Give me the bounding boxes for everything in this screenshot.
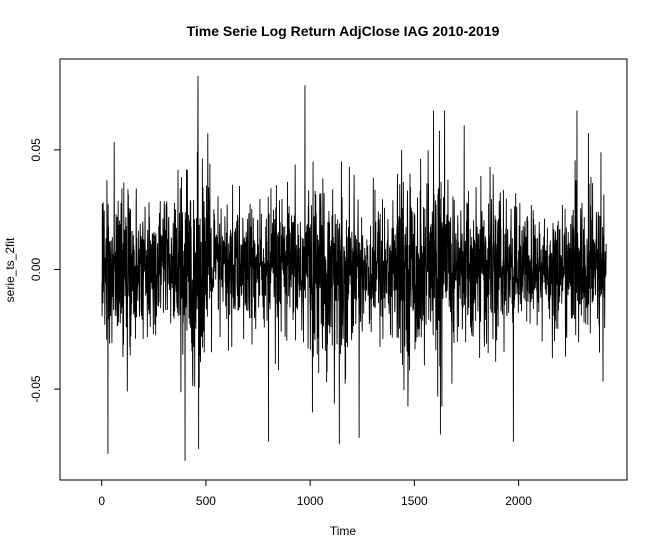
x-axis: 0 500 1000 1500 2000 [98, 479, 532, 508]
y-tick-label: 0.05 [29, 138, 43, 162]
x-tick-label: 0 [98, 494, 105, 508]
y-tick-label: 0.00 [29, 257, 43, 281]
y-axis-label: serie_ts_2fit [3, 237, 17, 302]
series-group [101, 75, 607, 461]
x-tick-label: 500 [196, 494, 216, 508]
x-axis-label: Time [330, 524, 357, 538]
series-line [101, 75, 607, 461]
x-tick-label: 1000 [297, 494, 324, 508]
y-axis: -0.05 0.00 0.05 [29, 138, 61, 403]
x-tick-label: 2000 [505, 494, 532, 508]
y-tick-label: -0.05 [29, 375, 43, 403]
x-tick-label: 1500 [401, 494, 428, 508]
chart-title: Time Serie Log Return AdjClose IAG 2010-… [187, 23, 500, 39]
